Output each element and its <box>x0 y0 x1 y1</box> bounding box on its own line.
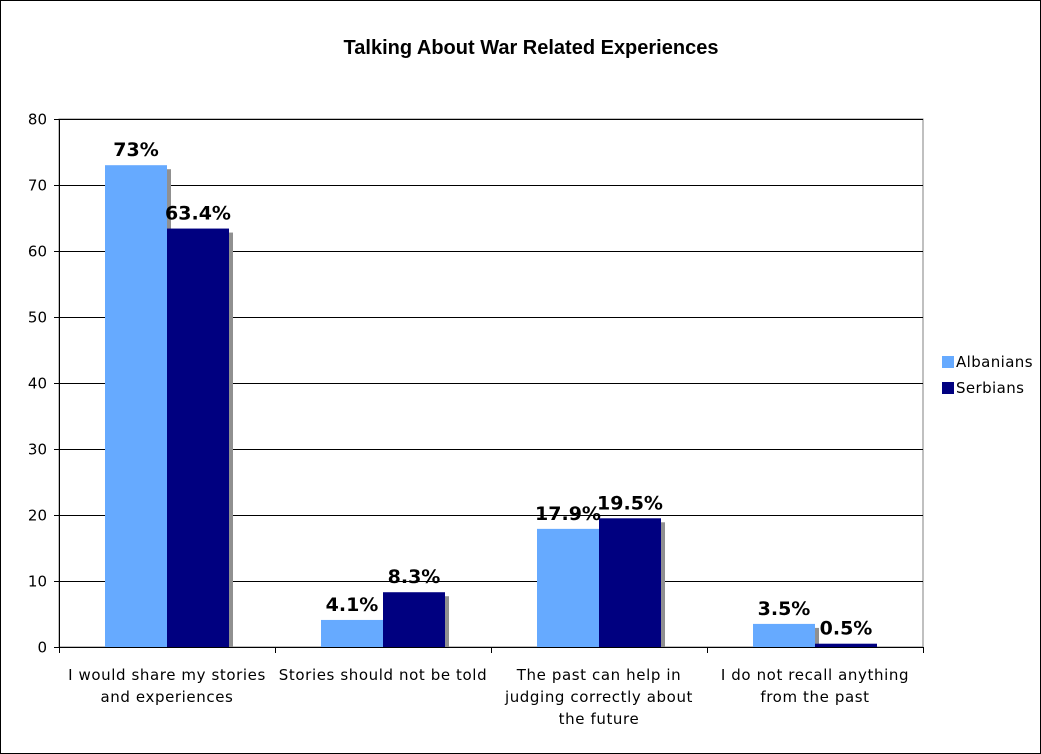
bar-serbians <box>599 518 661 647</box>
bar-albanians <box>537 528 599 647</box>
y-tick-label: 10 <box>28 573 47 591</box>
y-tick-label: 30 <box>28 441 47 459</box>
data-label: 73% <box>113 139 158 161</box>
x-tick-label: The past can help in <box>516 666 681 684</box>
data-label: 8.3% <box>388 566 441 588</box>
bar-serbians <box>815 643 877 647</box>
data-label: 3.5% <box>758 598 811 620</box>
y-tick-label: 40 <box>28 375 47 393</box>
y-tick-label: 70 <box>28 177 47 195</box>
bar-serbians <box>383 592 445 647</box>
data-label: 63.4% <box>165 203 231 225</box>
bar-serbians <box>167 228 229 647</box>
legend-label: Albanians <box>956 353 1033 371</box>
legend-swatch <box>942 382 954 394</box>
bar-albanians <box>753 623 815 647</box>
legend: Albanians Serbians <box>942 353 1033 397</box>
y-tick-label: 50 <box>28 309 47 327</box>
x-tick-label: I do not recall anything <box>721 666 909 684</box>
x-tick-label: and experiences <box>101 688 234 706</box>
data-label: 4.1% <box>326 594 379 616</box>
y-tick-label: 0 <box>37 639 47 657</box>
bar-albanians <box>105 165 167 647</box>
legend-swatch <box>942 356 954 368</box>
x-tick-label: judging correctly about <box>504 688 693 706</box>
x-tick-label: Stories should not be told <box>279 666 487 684</box>
y-tick-label: 80 <box>28 111 47 129</box>
data-label: 19.5% <box>597 492 663 514</box>
x-tick-label: the future <box>559 710 640 728</box>
y-tick-label: 20 <box>28 507 47 525</box>
x-tick-label: from the past <box>760 688 869 706</box>
bar-albanians <box>321 619 383 647</box>
y-tick-label: 60 <box>28 243 47 261</box>
data-label: 0.5% <box>820 618 873 640</box>
chart-title: Talking About War Related Experiences <box>344 37 719 59</box>
data-label: 17.9% <box>535 503 601 525</box>
plot-area: 0 10 20 30 40 50 60 70 80 73% 63.4% I would share m… <box>28 111 924 728</box>
x-tick-label: I would share my stories <box>68 666 266 684</box>
legend-label: Serbians <box>956 379 1024 397</box>
